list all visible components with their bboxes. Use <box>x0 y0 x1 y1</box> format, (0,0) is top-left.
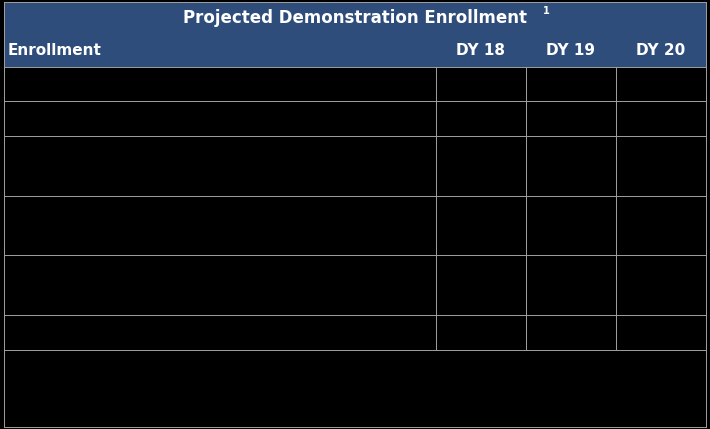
Bar <box>616 196 706 256</box>
Bar <box>4 136 436 196</box>
Bar <box>616 136 706 196</box>
Bar <box>436 256 526 315</box>
Bar <box>4 2 706 34</box>
Bar <box>4 196 436 256</box>
Bar <box>616 67 706 102</box>
Bar <box>436 136 526 196</box>
Bar <box>436 315 526 350</box>
Text: Projected Demonstration Enrollment: Projected Demonstration Enrollment <box>183 9 527 27</box>
Bar <box>526 256 616 315</box>
Bar <box>4 315 436 350</box>
Bar <box>436 196 526 256</box>
Bar <box>4 102 436 136</box>
Text: 1: 1 <box>543 6 550 15</box>
Bar <box>526 315 616 350</box>
Text: Enrollment: Enrollment <box>8 43 102 58</box>
Bar <box>4 67 436 102</box>
Bar <box>616 102 706 136</box>
Bar <box>526 102 616 136</box>
Bar <box>616 256 706 315</box>
Text: DY 18: DY 18 <box>457 43 506 58</box>
Text: DY 20: DY 20 <box>636 43 686 58</box>
Bar <box>616 315 706 350</box>
Bar <box>4 350 706 427</box>
Bar <box>436 102 526 136</box>
Bar <box>526 67 616 102</box>
Bar <box>4 34 706 67</box>
Text: DY 19: DY 19 <box>546 43 595 58</box>
Bar <box>526 196 616 256</box>
Bar <box>4 256 436 315</box>
Bar <box>526 136 616 196</box>
Bar <box>436 67 526 102</box>
